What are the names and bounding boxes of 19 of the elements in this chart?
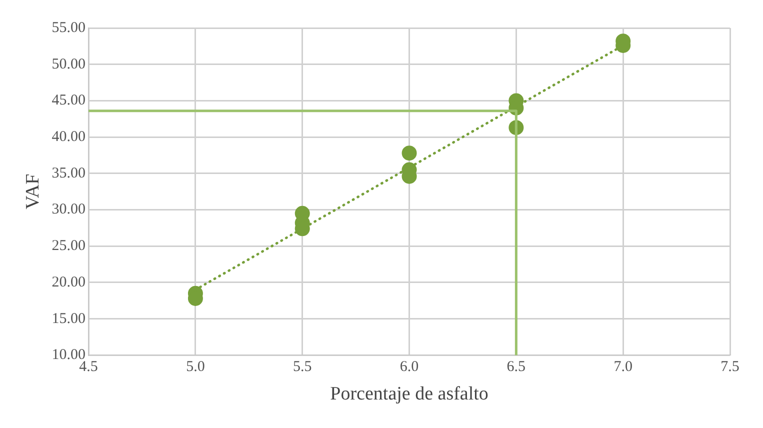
- x-tick-label: 4.5: [79, 359, 98, 376]
- y-tick-label: 15.00: [52, 310, 86, 327]
- point: [402, 146, 417, 161]
- y-tick-label: 30.00: [52, 202, 86, 218]
- x-tick-label: 7.5: [720, 359, 740, 376]
- y-tick-label: 40.00: [52, 129, 86, 146]
- x-axis-title: Porcentaje de asfalto: [330, 384, 488, 405]
- x-tick-label: 7.0: [614, 359, 632, 376]
- x-tick-label: 5.5: [292, 359, 312, 376]
- x-tick-label: 5.0: [186, 359, 205, 376]
- y-tick-label: 50.00: [52, 56, 86, 72]
- x-tick-label: 6.0: [400, 359, 419, 376]
- y-axis-title: VAF: [22, 174, 44, 210]
- y-tick-label: 55.00: [52, 20, 86, 36]
- y-tick-label: 35.00: [52, 165, 86, 182]
- x-tick-label: 6.5: [506, 359, 526, 376]
- y-tick-label: 20.00: [52, 274, 86, 290]
- y-tick-label: 25.00: [52, 238, 86, 254]
- y-tick-label: 45.00: [52, 92, 86, 109]
